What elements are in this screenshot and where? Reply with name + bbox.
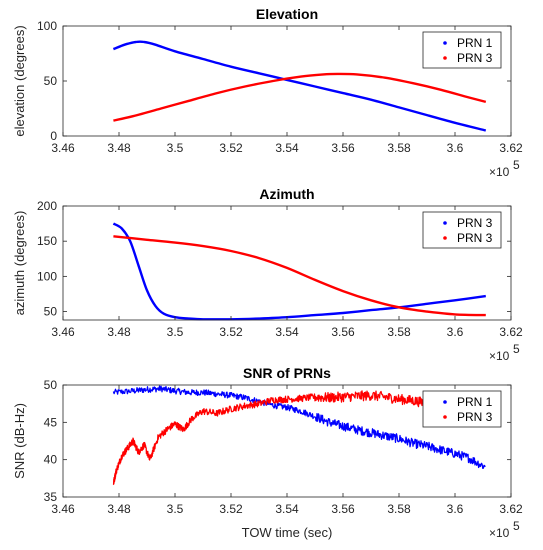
- chart-panel-1: 3.46 3.48 3.5 3.52 3.54 3.56 3.58 3.6 3.62 0 50 100…: [12, 6, 523, 179]
- legend-marker: [443, 56, 447, 60]
- x-exponent-label: ×10: [489, 526, 510, 540]
- x-tick-label: 3.46: [51, 502, 75, 516]
- legend-marker: [443, 41, 447, 45]
- x-tick-label: 3.46: [51, 325, 75, 339]
- y-tick-label: 100: [37, 19, 57, 33]
- series-group: [112, 222, 486, 321]
- x-tick-label: 3.56: [331, 325, 355, 339]
- x-tick-label: 3.48: [107, 502, 131, 516]
- y-tick-label: 40: [44, 453, 58, 467]
- chart-panel-2: 3.46 3.48 3.5 3.52 3.54 3.56 3.58 3.6 3.62 50 100 1…: [12, 186, 523, 363]
- x-tick-label: 3.56: [331, 141, 355, 155]
- legend-marker: [443, 221, 447, 225]
- x-tick-label: 3.52: [219, 325, 243, 339]
- x-exponent-label: ×10: [489, 349, 510, 363]
- x-axis-label: TOW time (sec): [242, 525, 333, 540]
- x-tick-label: 3.58: [387, 502, 411, 516]
- x-exponent-power: 5: [513, 158, 520, 172]
- legend-label: PRN 3: [457, 216, 493, 230]
- y-axis-label: elevation (degrees): [12, 25, 27, 136]
- x-exponent-label: ×10: [489, 165, 510, 179]
- x-tick-label: 3.46: [51, 141, 75, 155]
- x-tick-label: 3.5: [167, 502, 184, 516]
- x-tick-label: 3.6: [447, 325, 464, 339]
- y-tick-label: 50: [44, 378, 58, 392]
- x-tick-label: 3.58: [387, 141, 411, 155]
- y-tick-label: 200: [37, 199, 57, 213]
- chart-panel-3: 3.46 3.48 3.5 3.52 3.54 3.56 3.58 3.6 3.62 35 40 45…: [12, 365, 523, 540]
- x-tick-label: 3.48: [107, 141, 131, 155]
- series-line-1: [112, 385, 486, 470]
- y-tick-label: 150: [37, 234, 57, 248]
- x-tick-label: 3.62: [499, 325, 523, 339]
- y-tick-label: 0: [50, 129, 57, 143]
- series-line-1: [112, 222, 486, 321]
- series-group: [112, 40, 487, 132]
- x-tick-label: 3.54: [275, 502, 299, 516]
- x-tick-label: 3.5: [167, 325, 184, 339]
- x-tick-label: 3.58: [387, 325, 411, 339]
- y-axis-label: azimuth (degrees): [12, 211, 27, 316]
- x-tick-label: 3.48: [107, 325, 131, 339]
- chart-title: Elevation: [256, 6, 318, 22]
- series-line-1: [112, 40, 487, 132]
- y-tick-label: 45: [44, 415, 58, 429]
- legend-label: PRN 1: [457, 36, 493, 50]
- chart-title: Azimuth: [259, 186, 314, 202]
- series-line-2: [112, 390, 486, 486]
- chart-title: SNR of PRNs: [243, 365, 331, 381]
- x-exponent-power: 5: [513, 519, 520, 533]
- x-tick-label: 3.62: [499, 502, 523, 516]
- legend-label: PRN 3: [457, 410, 493, 424]
- series-line-2: [113, 72, 487, 122]
- x-tick-label: 3.52: [219, 502, 243, 516]
- x-tick-label: 3.62: [499, 141, 523, 155]
- y-tick-label: 50: [44, 305, 58, 319]
- x-tick-label: 3.5: [167, 141, 184, 155]
- y-tick-label: 50: [44, 74, 58, 88]
- legend-box: [422, 211, 502, 249]
- legend-label: PRN 3: [457, 51, 493, 65]
- legend-label: PRN 3: [457, 231, 493, 245]
- x-tick-label: 3.52: [219, 141, 243, 155]
- y-axis-label: SNR (dB-Hz): [12, 403, 27, 479]
- legend-marker: [443, 400, 447, 404]
- x-tick-label: 3.6: [447, 502, 464, 516]
- x-tick-label: 3.54: [275, 141, 299, 155]
- x-exponent-power: 5: [513, 342, 520, 356]
- series-line-2: [113, 235, 486, 317]
- x-tick-label: 3.54: [275, 325, 299, 339]
- legend-marker: [443, 415, 447, 419]
- y-tick-label: 35: [44, 490, 58, 504]
- y-tick-label: 100: [37, 269, 57, 283]
- x-tick-label: 3.6: [447, 141, 464, 155]
- x-tick-label: 3.56: [331, 502, 355, 516]
- legend-box: [422, 31, 502, 69]
- legend-label: PRN 1: [457, 395, 493, 409]
- legend-box: [422, 390, 502, 428]
- series-group: [112, 385, 486, 486]
- legend-marker: [443, 236, 447, 240]
